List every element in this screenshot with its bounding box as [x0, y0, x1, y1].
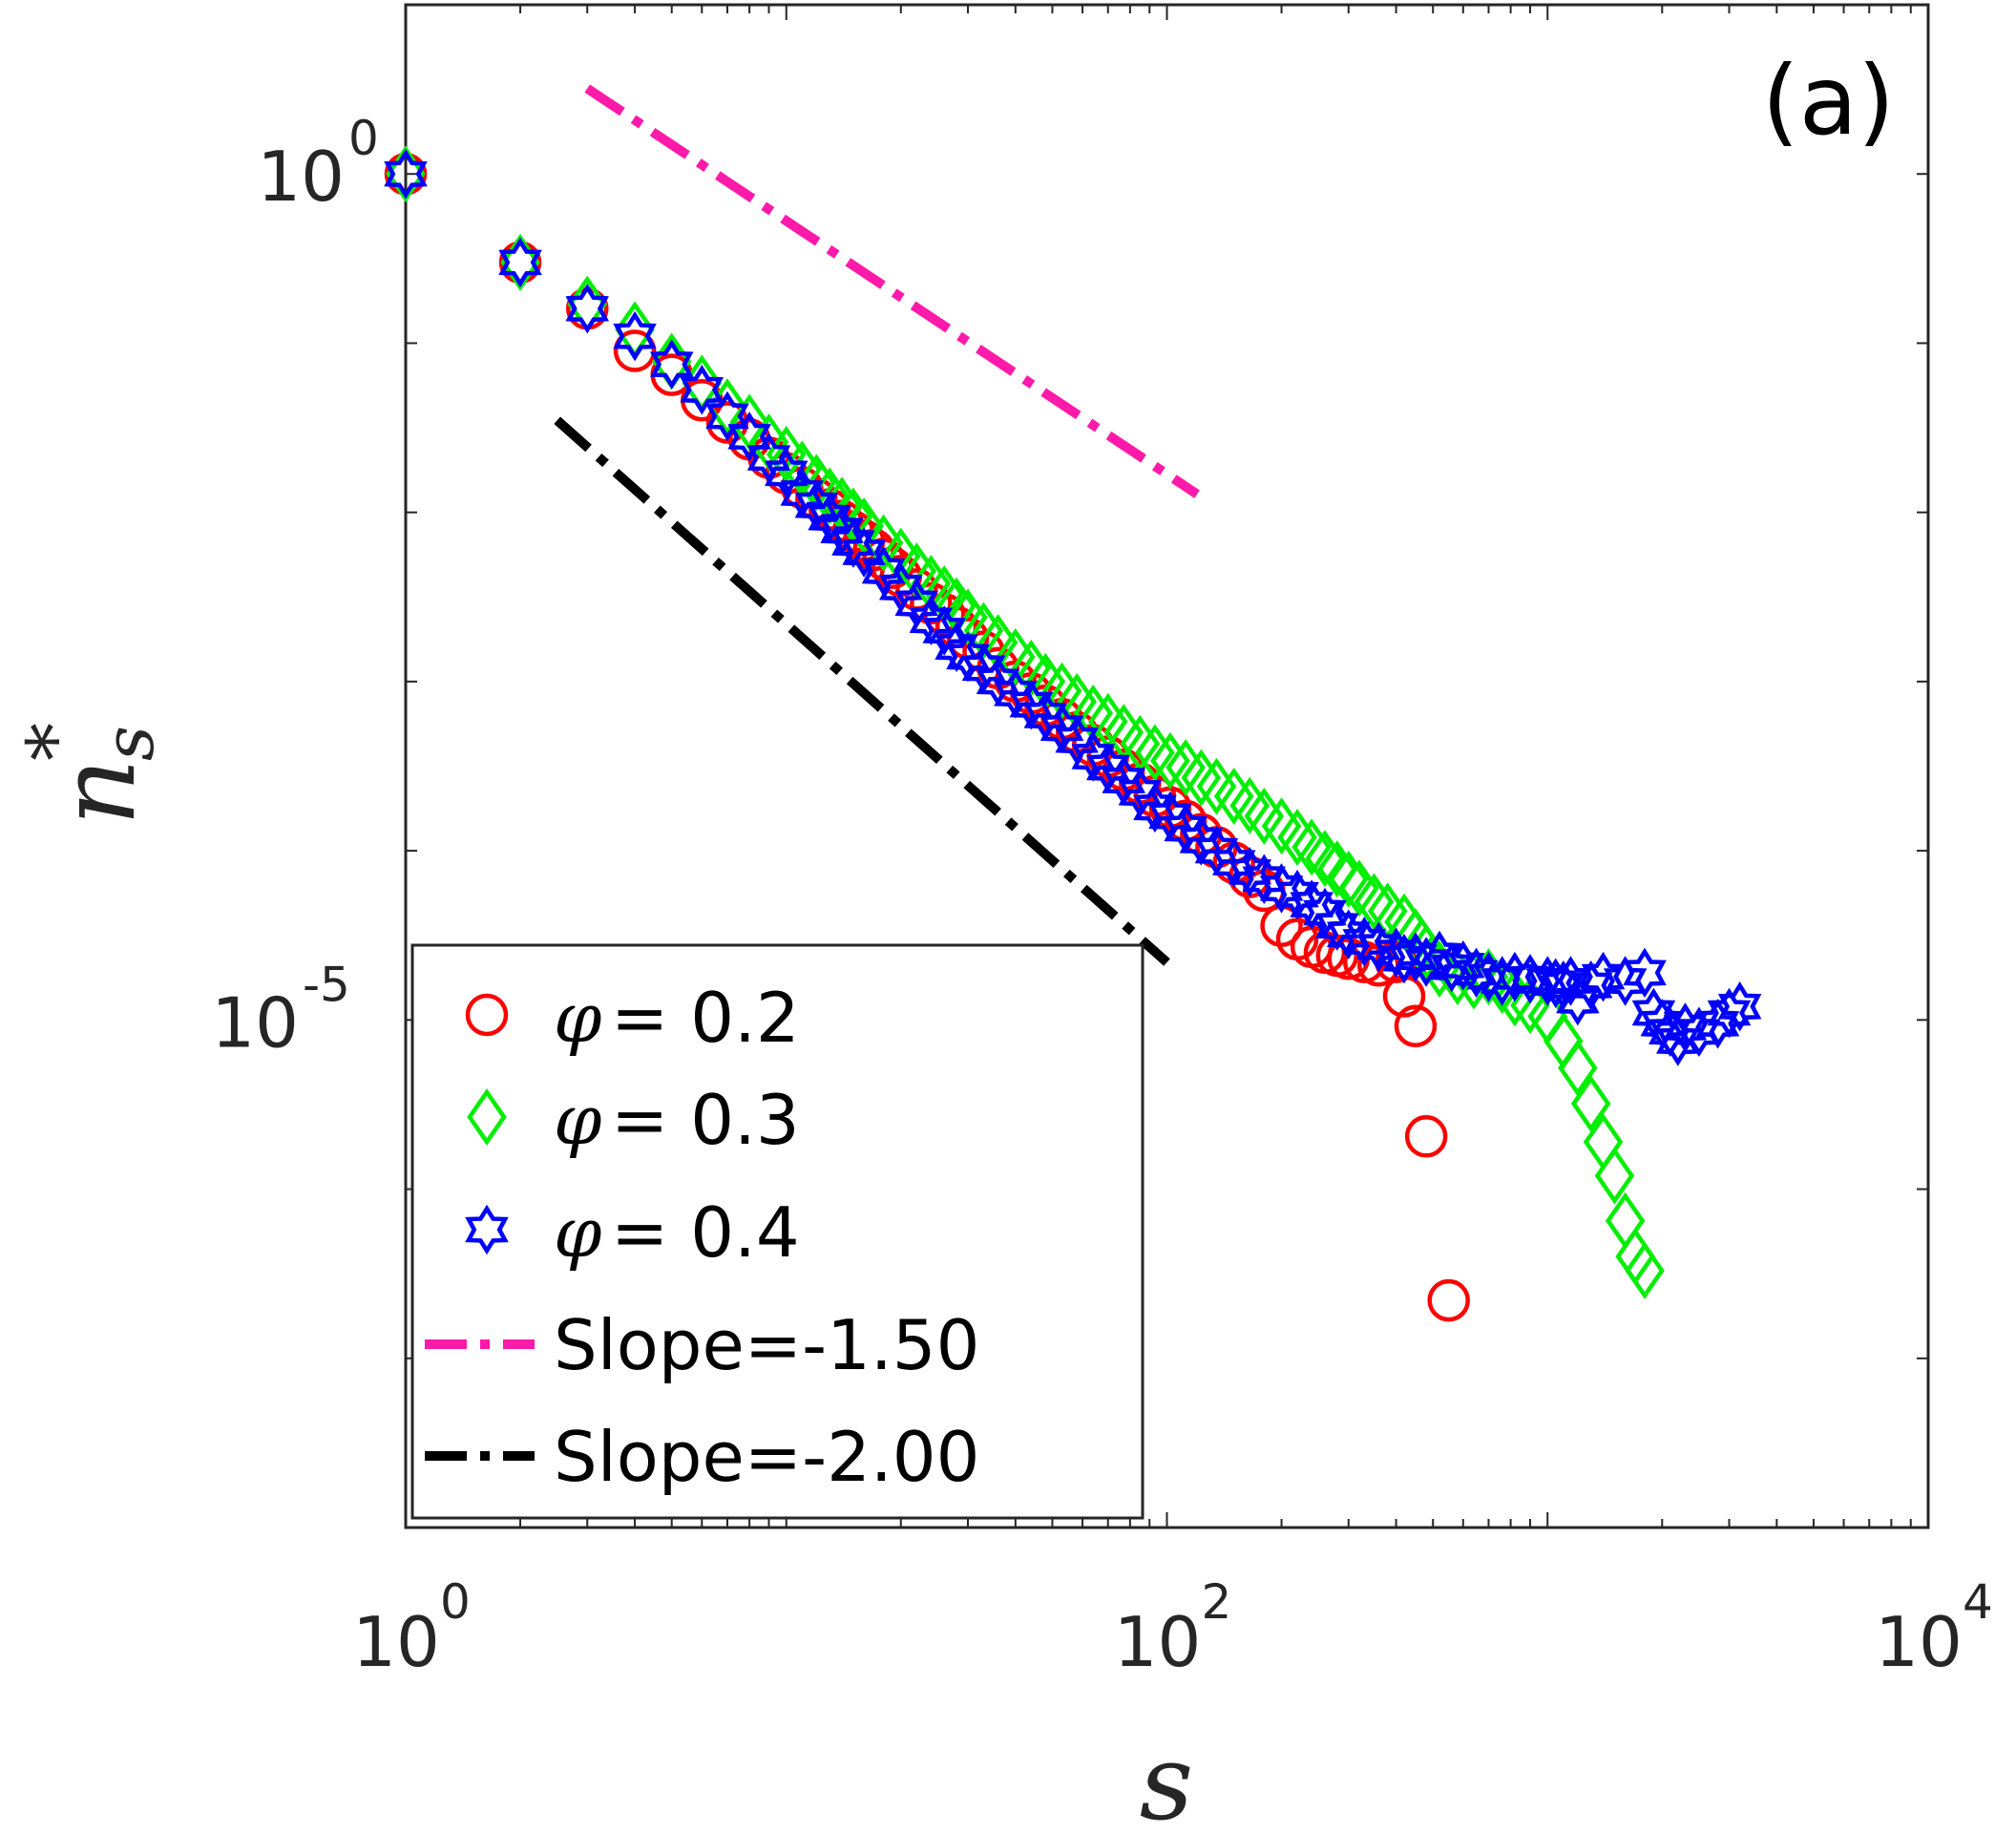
- data-point: [765, 448, 808, 499]
- data-point: [910, 581, 953, 625]
- x-tick-label-exp: 4: [1963, 1574, 1993, 1630]
- data-point: [1404, 937, 1448, 987]
- legend-box: [410, 943, 1144, 1520]
- legend-label: Slope=-1.50: [554, 1305, 979, 1385]
- data-point: [613, 310, 657, 362]
- legend-label: = 0.3: [611, 1080, 800, 1160]
- data-point: [842, 527, 886, 578]
- data-point: [1695, 999, 1740, 1049]
- data-point: [1594, 1147, 1635, 1205]
- legend-symbol: φ: [554, 1192, 602, 1273]
- series-layer: [384, 145, 1762, 1322]
- x-axis-label: s: [1140, 1721, 1193, 1834]
- data-point: [1625, 1241, 1665, 1299]
- data-point: [384, 148, 428, 200]
- data-point: [727, 411, 771, 462]
- data-point: [1508, 954, 1552, 1004]
- legend-marker: [465, 1204, 509, 1255]
- x-tick-labels: 10 0 10 2 10 4: [352, 1574, 1993, 1682]
- data-point: [1329, 850, 1369, 908]
- x-tick-label-exp: 0: [440, 1574, 471, 1630]
- data-point: [1317, 840, 1357, 898]
- y-axis-label-main: n: [36, 758, 158, 826]
- data-point: [1290, 879, 1334, 930]
- data-point: [1430, 941, 1474, 993]
- reference-line-2: [554, 416, 1170, 966]
- data-point: [1150, 731, 1190, 790]
- data-point: [1656, 1016, 1700, 1066]
- data-point: [498, 237, 542, 288]
- legend-label: Slope=-2.00: [554, 1417, 979, 1497]
- legend-label: = 0.4: [611, 1192, 800, 1273]
- legend-marker: [465, 993, 509, 1037]
- y-tick-label-exp: 0: [348, 111, 379, 166]
- data-point: [808, 493, 851, 543]
- x-tick-label: 10: [1875, 1602, 1963, 1682]
- data-point: [1717, 981, 1762, 1032]
- panel-label: (a): [1762, 45, 1895, 157]
- data-point: [1603, 956, 1648, 1006]
- data-point: [1677, 1006, 1721, 1058]
- data-point: [1303, 887, 1347, 938]
- data-point: [680, 365, 724, 415]
- data-point: [922, 605, 966, 656]
- legend-marker: [467, 1088, 507, 1146]
- x-tick-label: 10: [352, 1602, 440, 1682]
- reference-line-1: [584, 84, 1200, 498]
- series-3: [384, 148, 1762, 1066]
- data-point: [1394, 1004, 1438, 1048]
- legend-symbol: φ: [554, 1080, 602, 1160]
- y-tick-label-exp: -5: [303, 957, 350, 1012]
- legend-symbol: φ: [554, 978, 602, 1058]
- data-point: [613, 329, 657, 372]
- data-point: [705, 390, 749, 442]
- y-axis-label-sub: s: [89, 726, 169, 761]
- data-point: [1404, 1115, 1448, 1158]
- data-point: [1427, 1278, 1470, 1322]
- data-point: [1623, 947, 1667, 999]
- data-point: [1570, 1075, 1611, 1132]
- y-tick-label: 10: [257, 137, 345, 217]
- y-tick-label: 10: [211, 982, 299, 1063]
- data-point: [1354, 873, 1395, 931]
- y-tick-labels: 10 010 -5: [211, 111, 378, 1063]
- y-axis-label-sup: *: [10, 723, 99, 761]
- data-point: [1707, 987, 1752, 1039]
- x-tick-label: 10: [1114, 1602, 1202, 1682]
- data-point: [650, 339, 694, 390]
- legend-label: = 0.2: [611, 978, 800, 1058]
- reference-lines: [554, 84, 1200, 966]
- data-point: [1480, 956, 1524, 1006]
- x-tick-label-exp: 2: [1202, 1574, 1232, 1630]
- data-point: [565, 284, 609, 334]
- minor-ticks: [405, 4, 1928, 1528]
- data-point: [1441, 939, 1485, 991]
- data-point: [1558, 1039, 1598, 1097]
- data-point: [1305, 830, 1345, 888]
- y-axis-label: n s *: [10, 723, 169, 826]
